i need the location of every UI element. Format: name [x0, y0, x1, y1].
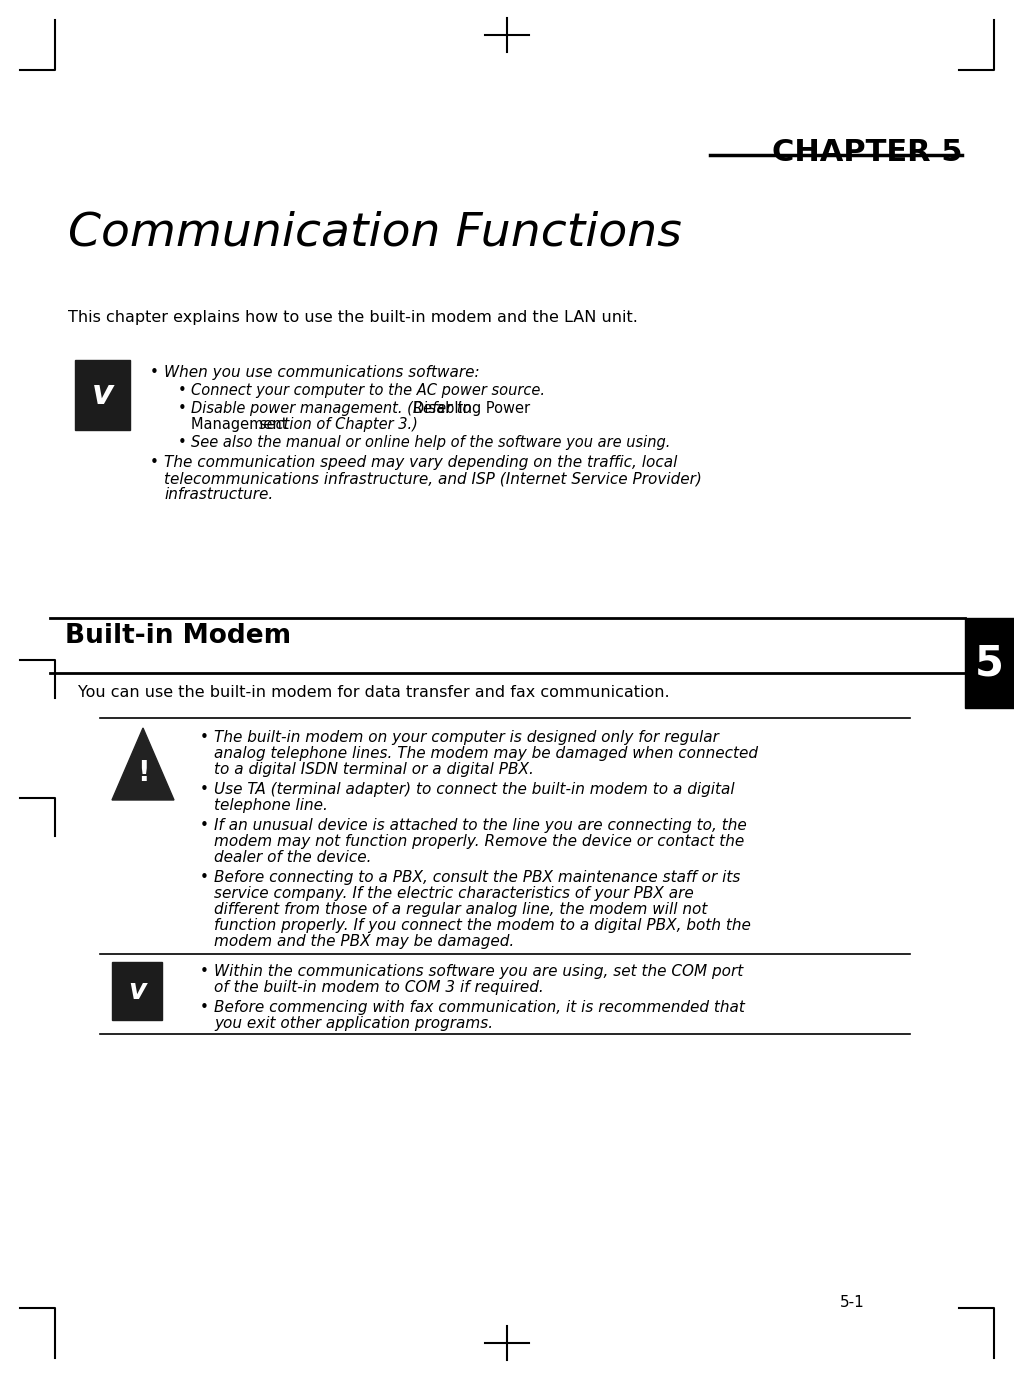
Text: !: ! [137, 759, 149, 787]
Text: Use TA (terminal adapter) to connect the built-in modem to a digital: Use TA (terminal adapter) to connect the… [214, 781, 734, 796]
Text: Within the communications software you are using, set the COM port: Within the communications software you a… [214, 965, 743, 978]
Text: •: • [178, 435, 187, 451]
Text: •: • [200, 819, 209, 832]
Text: service company. If the electric characteristics of your PBX are: service company. If the electric charact… [214, 886, 694, 901]
Text: v: v [91, 379, 114, 412]
Text: Disabling Power: Disabling Power [413, 401, 530, 416]
Text: section of Chapter 3.): section of Chapter 3.) [259, 418, 418, 431]
Text: You can use the built-in modem for data transfer and fax communication.: You can use the built-in modem for data … [78, 685, 669, 700]
Text: you exit other application programs.: you exit other application programs. [214, 1016, 493, 1031]
Text: v: v [128, 977, 146, 1005]
Text: •: • [200, 965, 209, 978]
Text: of the built-in modem to COM 3 if required.: of the built-in modem to COM 3 if requir… [214, 980, 544, 995]
Text: infrastructure.: infrastructure. [164, 486, 273, 502]
Text: Disable power management. (Refer to: Disable power management. (Refer to [191, 401, 477, 416]
Text: telecommunications infrastructure, and ISP (Internet Service Provider): telecommunications infrastructure, and I… [164, 471, 702, 486]
Text: telephone line.: telephone line. [214, 798, 328, 813]
Text: •: • [178, 383, 187, 398]
Polygon shape [112, 728, 174, 801]
Text: modem may not function properly. Remove the device or contact the: modem may not function properly. Remove … [214, 834, 744, 849]
FancyBboxPatch shape [75, 360, 130, 430]
Text: different from those of a regular analog line, the modem will not: different from those of a regular analog… [214, 903, 708, 916]
Text: Connect your computer to the AC power source.: Connect your computer to the AC power so… [191, 383, 545, 398]
Text: •: • [150, 455, 159, 470]
Text: Management: Management [191, 418, 292, 431]
FancyBboxPatch shape [112, 962, 162, 1020]
Text: Built-in Modem: Built-in Modem [65, 623, 291, 649]
Text: dealer of the device.: dealer of the device. [214, 850, 371, 865]
Text: Before connecting to a PBX, consult the PBX maintenance staff or its: Before connecting to a PBX, consult the … [214, 870, 740, 885]
Text: When you use communications software:: When you use communications software: [164, 365, 480, 380]
Text: Before commencing with fax communication, it is recommended that: Before commencing with fax communication… [214, 1000, 745, 1016]
Text: modem and the PBX may be damaged.: modem and the PBX may be damaged. [214, 934, 514, 949]
Text: •: • [200, 781, 209, 796]
Text: 5: 5 [974, 642, 1004, 683]
Text: •: • [200, 870, 209, 885]
Text: to a digital ISDN terminal or a digital PBX.: to a digital ISDN terminal or a digital … [214, 762, 534, 777]
Text: •: • [200, 1000, 209, 1016]
FancyBboxPatch shape [965, 617, 1014, 708]
Text: The built-in modem on your computer is designed only for regular: The built-in modem on your computer is d… [214, 730, 719, 745]
Text: 5-1: 5-1 [840, 1295, 865, 1310]
Text: •: • [150, 365, 159, 380]
Text: function properly. If you connect the modem to a digital PBX, both the: function properly. If you connect the mo… [214, 918, 751, 933]
Text: •: • [178, 401, 187, 416]
Text: •: • [200, 730, 209, 745]
Text: The communication speed may vary depending on the traffic, local: The communication speed may vary dependi… [164, 455, 677, 470]
Text: analog telephone lines. The modem may be damaged when connected: analog telephone lines. The modem may be… [214, 745, 758, 761]
Text: CHAPTER 5: CHAPTER 5 [772, 138, 962, 167]
Text: See also the manual or online help of the software you are using.: See also the manual or online help of th… [191, 435, 670, 451]
Text: This chapter explains how to use the built-in modem and the LAN unit.: This chapter explains how to use the bui… [68, 310, 638, 325]
Text: Communication Functions: Communication Functions [68, 209, 681, 255]
Text: If an unusual device is attached to the line you are connecting to, the: If an unusual device is attached to the … [214, 819, 746, 832]
